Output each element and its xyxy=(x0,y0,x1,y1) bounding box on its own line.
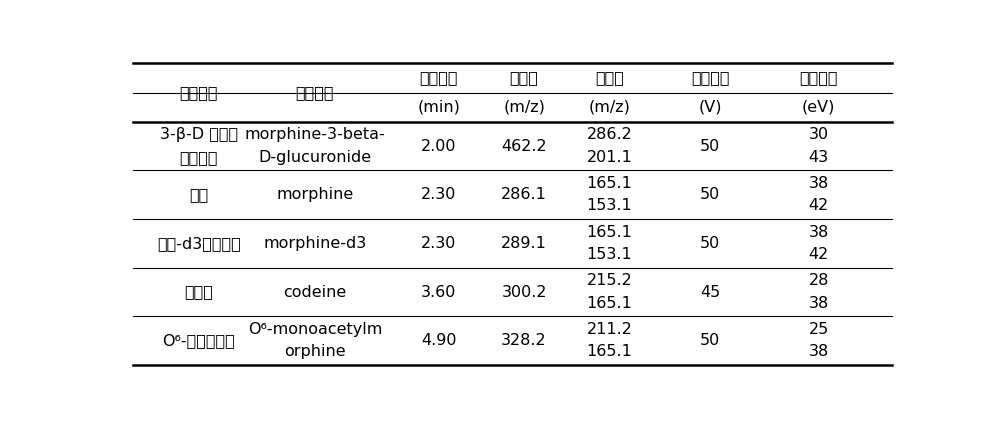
Text: 4.90: 4.90 xyxy=(421,333,457,348)
Text: 300.2: 300.2 xyxy=(501,285,547,299)
Text: 3.60: 3.60 xyxy=(421,285,457,299)
Text: 中文名称: 中文名称 xyxy=(179,85,218,100)
Text: 碰撞电压: 碰撞电压 xyxy=(799,71,838,85)
Text: 英文名称: 英文名称 xyxy=(296,85,334,100)
Text: (min): (min) xyxy=(417,100,460,115)
Text: 165.1: 165.1 xyxy=(586,344,632,360)
Text: (V): (V) xyxy=(698,100,722,115)
Text: 28: 28 xyxy=(808,273,829,288)
Text: 286.2: 286.2 xyxy=(586,128,632,142)
Text: 50: 50 xyxy=(700,236,720,251)
Text: 保留时间: 保留时间 xyxy=(420,71,458,85)
Text: 201.1: 201.1 xyxy=(586,150,632,165)
Text: 50: 50 xyxy=(700,139,720,154)
Text: 25: 25 xyxy=(808,322,829,337)
Text: 2.00: 2.00 xyxy=(421,139,457,154)
Text: 43: 43 xyxy=(809,150,829,165)
Text: 462.2: 462.2 xyxy=(501,139,547,154)
Text: O⁶-monoacetylm: O⁶-monoacetylm xyxy=(248,322,382,337)
Text: 38: 38 xyxy=(808,176,829,191)
Text: 42: 42 xyxy=(808,247,829,262)
Text: 165.1: 165.1 xyxy=(586,225,632,240)
Text: 50: 50 xyxy=(700,187,720,202)
Text: 可待因: 可待因 xyxy=(184,285,213,299)
Text: 醛酸吗啡: 醛酸吗啡 xyxy=(179,150,218,165)
Text: 2.30: 2.30 xyxy=(421,187,457,202)
Text: 165.1: 165.1 xyxy=(586,176,632,191)
Text: 50: 50 xyxy=(700,333,720,348)
Text: 2.30: 2.30 xyxy=(421,236,457,251)
Text: 母离子: 母离子 xyxy=(510,71,539,85)
Text: morphine: morphine xyxy=(276,187,354,202)
Text: (m/z): (m/z) xyxy=(588,100,630,115)
Text: 38: 38 xyxy=(808,225,829,240)
Text: morphine-3-beta-: morphine-3-beta- xyxy=(244,128,385,142)
Text: 吗啡-d3（内标）: 吗啡-d3（内标） xyxy=(157,236,240,251)
Text: codeine: codeine xyxy=(283,285,347,299)
Text: 211.2: 211.2 xyxy=(586,322,632,337)
Text: D-glucuronide: D-glucuronide xyxy=(258,150,371,165)
Text: 42: 42 xyxy=(808,198,829,213)
Text: 215.2: 215.2 xyxy=(586,273,632,288)
Text: 38: 38 xyxy=(808,296,829,311)
Text: 38: 38 xyxy=(808,344,829,360)
Text: (m/z): (m/z) xyxy=(503,100,545,115)
Text: morphine-d3: morphine-d3 xyxy=(263,236,366,251)
Text: O⁶-单乙酰吗啡: O⁶-单乙酰吗啡 xyxy=(162,333,235,348)
Text: 153.1: 153.1 xyxy=(586,247,632,262)
Text: 286.1: 286.1 xyxy=(501,187,547,202)
Text: orphine: orphine xyxy=(284,344,346,360)
Text: 289.1: 289.1 xyxy=(501,236,547,251)
Text: 45: 45 xyxy=(700,285,720,299)
Text: 153.1: 153.1 xyxy=(586,198,632,213)
Text: 30: 30 xyxy=(809,128,829,142)
Text: 吗啡: 吗啡 xyxy=(189,187,208,202)
Text: 328.2: 328.2 xyxy=(501,333,547,348)
Text: (eV): (eV) xyxy=(802,100,835,115)
Text: 3-β-D 葡萄糖: 3-β-D 葡萄糖 xyxy=(160,128,238,142)
Text: 165.1: 165.1 xyxy=(586,296,632,311)
Text: 子离子: 子离子 xyxy=(595,71,624,85)
Text: 锥孔电压: 锥孔电压 xyxy=(691,71,729,85)
